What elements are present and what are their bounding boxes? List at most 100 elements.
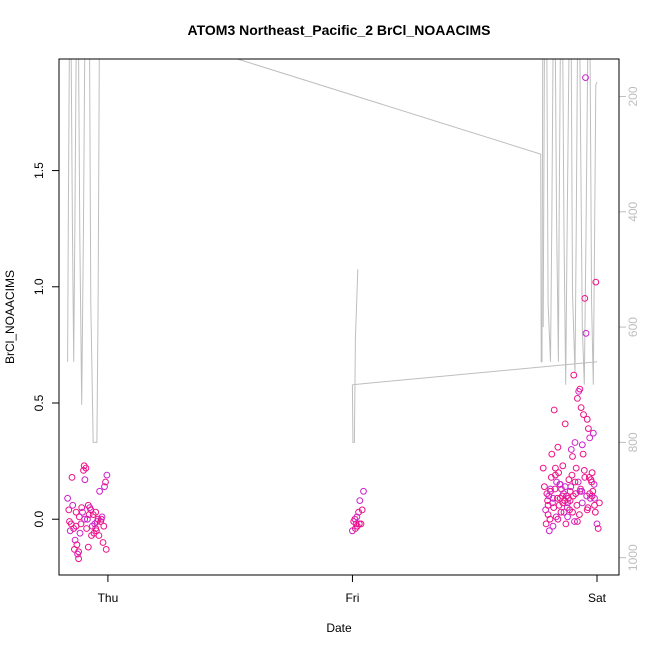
- data-point: [100, 522, 108, 530]
- data-point: [594, 525, 602, 532]
- pressure-lines: [67, 58, 598, 443]
- data-point: [76, 529, 84, 537]
- data-point: [352, 525, 359, 532]
- pressure-line-1: [237, 58, 544, 363]
- data-point: [592, 278, 600, 286]
- data-point: [583, 506, 591, 514]
- y2-tick-label: 1000: [626, 544, 640, 571]
- data-point: [557, 508, 565, 516]
- data-point: [355, 520, 363, 528]
- x-tick-label: Sat: [588, 591, 607, 605]
- chart-title: ATOM3 Northeast_Pacific_2 BrCl_NOAACIMS: [188, 22, 491, 38]
- data-point: [581, 295, 589, 302]
- data-point: [356, 497, 364, 505]
- data-point: [550, 504, 558, 512]
- data-point: [586, 490, 594, 498]
- y-tick-label: 0.0: [32, 511, 46, 528]
- data-point: [593, 520, 601, 528]
- data-point: [574, 395, 581, 402]
- data-point: [582, 329, 590, 337]
- data-point: [84, 543, 92, 551]
- data-point: [566, 487, 574, 495]
- data-point: [556, 494, 564, 502]
- data-point: [562, 520, 570, 528]
- data-point: [578, 487, 586, 495]
- x-tick-label: Fri: [345, 591, 359, 605]
- data-point: [589, 429, 597, 437]
- data-point: [554, 443, 562, 451]
- data-point: [72, 508, 80, 516]
- data-point: [559, 462, 567, 470]
- data-point: [550, 406, 558, 414]
- data-point: [83, 525, 90, 532]
- data-points: [64, 74, 603, 563]
- data-point: [560, 508, 568, 516]
- x-tick-label: Thu: [98, 591, 119, 605]
- data-point: [541, 483, 548, 491]
- data-point: [596, 499, 603, 507]
- data-point: [590, 481, 598, 488]
- data-point: [576, 511, 583, 518]
- data-point: [81, 515, 89, 523]
- data-point: [583, 415, 591, 423]
- data-point: [566, 497, 574, 505]
- data-point: [569, 508, 576, 516]
- data-point: [579, 450, 587, 458]
- data-point: [580, 467, 588, 474]
- data-point: [573, 501, 581, 509]
- data-point: [547, 485, 554, 493]
- y2-tick-label: 800: [626, 432, 640, 452]
- data-point: [572, 464, 580, 472]
- axes: Thu Fri Sat 0.0 0.5 1.0 1.5 200 400 600 800 1000: [32, 86, 640, 605]
- data-point: [548, 450, 556, 458]
- data-point: [102, 546, 110, 553]
- data-point: [585, 425, 592, 433]
- data-point: [586, 434, 594, 442]
- data-point: [582, 74, 589, 81]
- data-point: [75, 548, 82, 556]
- data-point: [65, 506, 73, 514]
- data-point: [571, 478, 579, 486]
- data-point: [85, 511, 93, 518]
- y-tick-label: 1.0: [32, 278, 46, 295]
- data-point: [69, 501, 77, 509]
- data-point: [355, 508, 363, 516]
- y2-tick-label: 600: [626, 317, 640, 337]
- data-point: [84, 515, 91, 523]
- data-point: [99, 539, 107, 546]
- data-point: [102, 478, 109, 486]
- data-point: [545, 492, 553, 500]
- data-point: [92, 508, 100, 516]
- data-point: [545, 527, 553, 535]
- pressure-line-2: [351, 269, 359, 443]
- data-point: [569, 453, 576, 460]
- data-point: [588, 469, 596, 477]
- data-point: [568, 471, 576, 479]
- data-point: [591, 494, 598, 502]
- y2-tick-label: 400: [626, 201, 640, 221]
- data-point: [560, 490, 567, 498]
- data-point: [574, 478, 582, 486]
- data-point: [544, 501, 552, 509]
- data-point: [73, 541, 81, 549]
- data-point: [581, 474, 589, 481]
- data-point: [565, 476, 573, 484]
- data-point: [92, 525, 100, 532]
- data-point: [78, 504, 86, 512]
- data-point: [570, 371, 578, 379]
- data-point: [98, 513, 106, 521]
- data-point: [561, 420, 569, 428]
- y2-tick-label: 200: [626, 86, 640, 106]
- pressure-line-0: [67, 58, 100, 443]
- data-point: [95, 532, 103, 539]
- y-axis-label: BrCl_NOAACIMS: [3, 270, 17, 364]
- data-point: [578, 441, 586, 449]
- y-tick-label: 0.5: [32, 394, 46, 411]
- data-point: [542, 520, 550, 528]
- data-point: [75, 555, 82, 563]
- data-point: [571, 439, 579, 446]
- data-point: [81, 476, 89, 484]
- data-point: [360, 487, 367, 495]
- pressure-line-4: [542, 58, 598, 385]
